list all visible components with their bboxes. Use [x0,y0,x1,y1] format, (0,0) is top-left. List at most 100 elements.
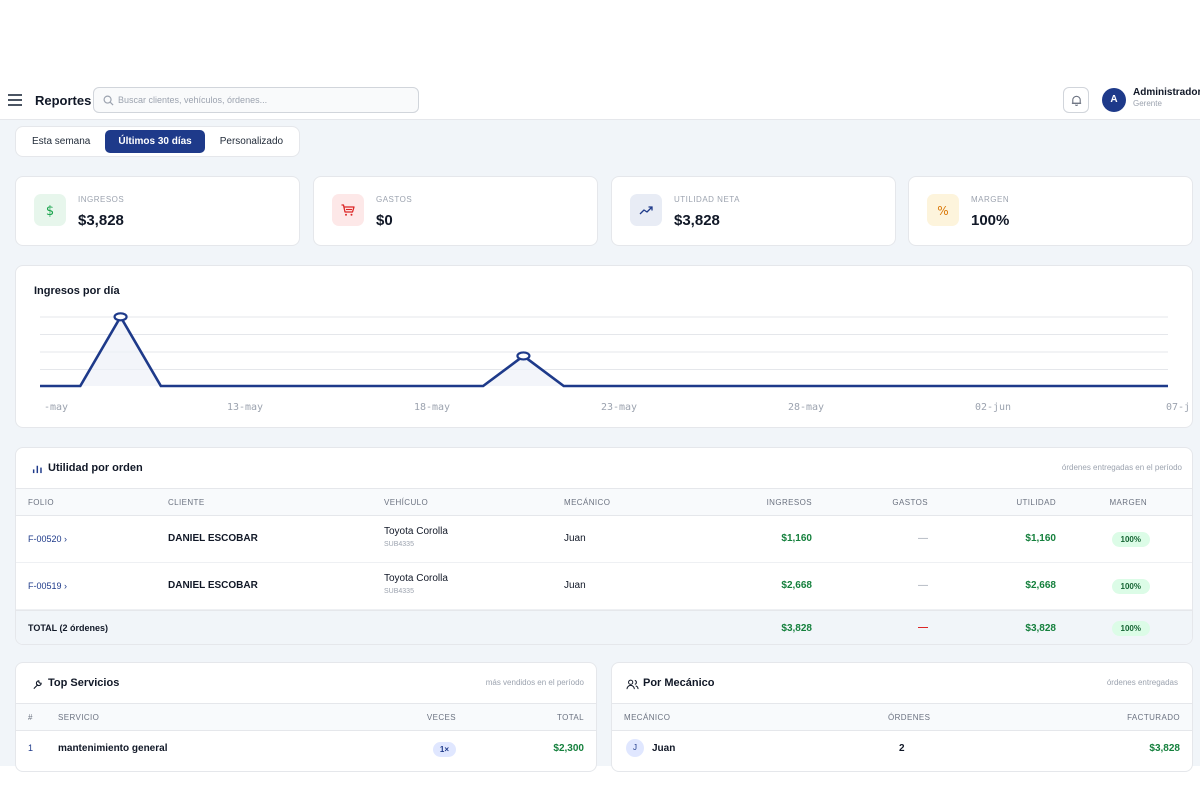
client-name: DANIEL ESCOBAR [168,580,258,591]
by-mechanic-card: Por Mecánico órdenes entregadas MECÁNICO… [611,662,1193,772]
expense-value: — [918,533,928,544]
service-rank: 1 [28,743,34,753]
svg-text:$: $ [46,204,54,218]
x-tick-label: 18-may [414,402,450,413]
kpi-card-utilidad-neta: UTILIDAD NETA $3,828 [611,176,896,246]
tab-custom[interactable]: Personalizado [219,136,284,147]
col-total[interactable]: TOTAL [556,713,584,722]
vehicle-plate: SUB4335 [384,588,414,595]
table-total-row: TOTAL (2 órdenes) $3,828 — $3,828 100% [16,610,1192,644]
chart-title: Ingresos por día [34,285,120,297]
mechanic-header-row: MECÁNICO ÓRDENES FACTURADO [612,703,1192,731]
table-row[interactable]: F-00519 › DANIEL ESCOBAR Toyota Corolla … [16,563,1192,610]
kpi-icon-box: % [927,194,959,226]
user-name[interactable]: Administrador [1133,87,1200,98]
tab-last-30-days[interactable]: Últimos 30 días [105,130,205,153]
service-count-badge: 1× [432,742,456,757]
col-margen[interactable]: MARGEN [1109,498,1147,507]
margin-badge: 100% [1111,532,1150,547]
notifications-button[interactable] [1063,87,1089,113]
svg-text:%: % [937,204,948,218]
by-mechanic-title: Por Mecánico [643,677,715,689]
orders-header-row: FOLIO CLIENTE VEHÍCULO MECÁNICO INGRESOS… [16,488,1192,516]
revenue-line-chart: -may 13-may 18-may 23-may 28-may 02-jun 07-j [40,312,1190,413]
table-row[interactable]: F-00520 › DANIEL ESCOBAR Toyota Corolla … [16,516,1192,563]
kpi-icon-box: $ [34,194,66,226]
search-box[interactable] [93,87,419,113]
kpi-icon-box [630,194,662,226]
col-ordenes[interactable]: ÓRDENES [888,713,931,722]
revenue-chart-card: Ingresos por día -may 13-may 18-may 23-may 2… [15,265,1193,428]
x-tick-label: -may [44,402,68,413]
area-fill [40,316,1168,386]
folio-link[interactable]: F-00519 › [28,581,68,591]
col-servicio[interactable]: SERVICIO [58,713,100,722]
total-label: TOTAL (2 órdenes) [28,623,109,633]
kpi-icon-box [332,194,364,226]
search-icon [103,95,114,106]
total-profit: $3,828 [1025,623,1056,634]
col-veces[interactable]: VECES [426,713,456,722]
orders-title: Utilidad por orden [48,462,143,474]
mechanic-avatar: J [626,739,644,757]
service-name: mantenimiento general [58,743,168,754]
tab-this-week[interactable]: Esta semana [32,136,91,147]
wrench-icon [33,680,42,690]
data-point[interactable] [516,351,531,361]
col-folio[interactable]: FOLIO [28,498,55,507]
x-tick-label: 07-j [1166,402,1190,413]
table-row[interactable]: J Juan 2 $3,828 [612,731,1192,767]
col-gastos[interactable]: GASTOS [892,498,928,507]
revenue-value: $1,160 [781,533,812,544]
cart-icon [341,204,355,216]
mechanic-name: Juan [564,533,586,544]
kpi-card-ingresos: $ INGRESOS $3,828 [15,176,300,246]
col-vehiculo[interactable]: VEHÍCULO [384,498,429,507]
top-services-title: Top Servicios [48,677,120,689]
col-utilidad[interactable]: UTILIDAD [1016,498,1056,507]
kpi-value: $3,828 [674,212,720,229]
profit-value: $1,160 [1025,533,1056,544]
menu-icon[interactable] [8,94,22,106]
col-ingresos[interactable]: INGRESOS [766,498,812,507]
col-rank: # [28,713,33,722]
dollar-icon: $ [46,204,54,218]
margin-badge: 100% [1111,579,1150,594]
x-tick-label: 13-may [227,402,263,413]
user-role: Gerente [1133,99,1162,108]
x-tick-label: 28-may [788,402,824,413]
kpi-value: $0 [376,212,393,229]
col-facturado[interactable]: FACTURADO [1127,713,1180,722]
orders-note: órdenes entregadas en el período [1061,463,1182,472]
col-cliente[interactable]: CLIENTE [168,498,205,507]
kpi-card-gastos: GASTOS $0 [313,176,598,246]
col-mecanico[interactable]: MECÁNICO [564,498,611,507]
kpi-card-margen: % MARGEN 100% [908,176,1193,246]
orders-profit-card: Utilidad por orden órdenes entregadas en… [15,447,1193,645]
mechanic-billed: $3,828 [1149,743,1180,754]
folio-link[interactable]: F-00520 › [28,534,68,544]
kpi-label: GASTOS [376,195,413,204]
kpi-value: 100% [971,212,1010,229]
users-icon [626,679,639,690]
data-point[interactable] [113,312,128,322]
kpi-label: INGRESOS [78,195,125,204]
top-bar: Reportes A Administrador Gerente [0,84,1200,120]
x-tick-label: 23-may [601,402,637,413]
user-avatar[interactable]: A [1102,88,1126,112]
percent-icon: % [937,204,948,218]
revenue-value: $2,668 [781,580,812,591]
services-header-row: # SERVICIO VECES TOTAL [16,703,596,731]
x-tick-label: 02-jun [975,402,1011,413]
trend-up-icon [639,206,653,215]
table-row[interactable]: 1 mantenimiento general 1× $2,300 [16,731,596,767]
search-input[interactable] [118,91,408,109]
expense-value: — [918,580,928,591]
bar-chart-icon [32,465,42,474]
client-name: DANIEL ESCOBAR [168,533,258,544]
col-mecanico[interactable]: MECÁNICO [624,713,671,722]
top-services-note: más vendidos en el período [485,678,584,687]
kpi-label: MARGEN [971,195,1010,204]
mechanic-orders: 2 [899,743,905,754]
bell-icon [1071,95,1082,106]
